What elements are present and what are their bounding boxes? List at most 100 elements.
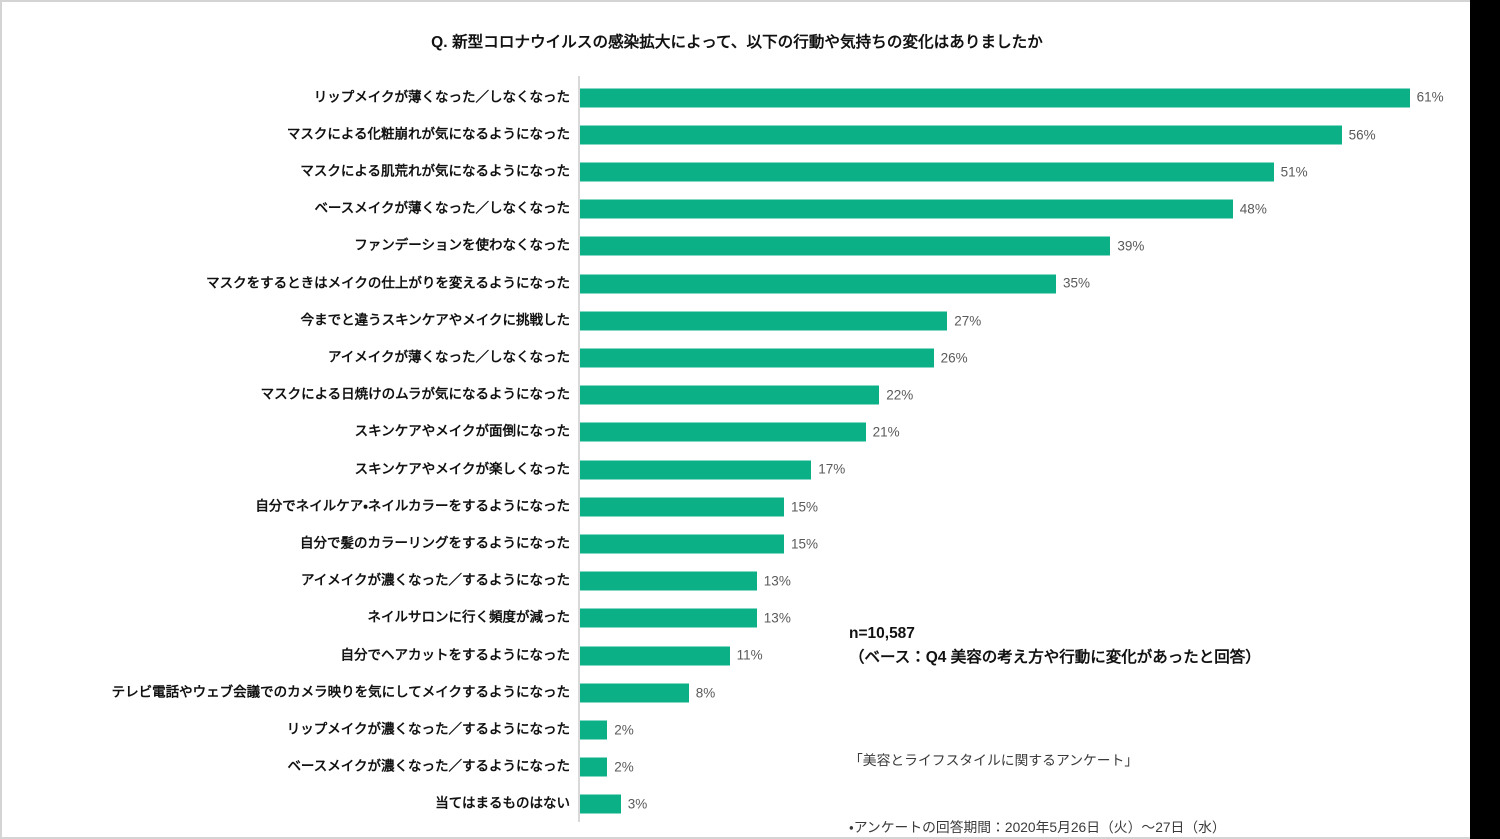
bar-value-label: 3% (627, 796, 648, 812)
bar-value-label: 39% (1117, 238, 1145, 254)
bar-row: 今までと違うスキンケアやメイクに挑戦した 27% (2, 302, 1472, 339)
category-label: マスクによる日焼けのムラが気になるようになった (260, 386, 570, 402)
bar-value-label: 2% (614, 722, 634, 738)
bar-and-value: 61% (580, 88, 1444, 108)
bar-value-label: 56% (1348, 127, 1376, 143)
bar[interactable] (580, 460, 812, 480)
bar-and-value: 2% (580, 720, 634, 740)
base-note: n=10,587 （ベース：Q4 美容の考え方や行動に変化があったと回答） (849, 622, 1261, 670)
bar-row: ファンデーションを使わなくなった 39% (2, 228, 1472, 265)
bar-row: 自分で髪のカラーリングをするようになった 15% (2, 525, 1472, 562)
category-label: アイメイクが薄くなった／しなくなった (327, 349, 570, 365)
bar[interactable] (580, 385, 880, 405)
category-label: リップメイクが薄くなった／しなくなった (313, 89, 570, 105)
bar[interactable] (580, 720, 608, 740)
bar-value-label: 22% (886, 387, 914, 403)
bar-row: スキンケアやメイクが楽しくなった 17% (2, 451, 1472, 488)
bar-value-label: 21% (872, 424, 900, 440)
bar[interactable] (580, 794, 621, 814)
category-label: ネイルサロンに行く頻度が減った (367, 609, 571, 625)
bar-row: スキンケアやメイクが面倒になった 21% (2, 414, 1472, 451)
category-label: 自分でヘアカットをするようになった (340, 647, 571, 663)
bar[interactable] (580, 571, 757, 591)
bar-row: テレビ電話やウェブ会議でのカメラ映りを気にしてメイクするようになった 8% (2, 674, 1472, 711)
bar-row: 自分でヘアカットをするようになった 11% (2, 637, 1472, 674)
category-label: 自分でネイルケア・ネイルカラーをするようになった (255, 498, 570, 514)
bar-and-value: 13% (580, 608, 791, 628)
category-label: マスクによる化粧崩れが気になるようになった (286, 126, 570, 142)
category-label: ベースメイクが濃くなった／するようになった (287, 758, 570, 774)
bar[interactable] (580, 125, 1342, 145)
bar-and-value: 17% (580, 460, 845, 480)
bar-value-label: 13% (763, 610, 791, 626)
bar-and-value: 26% (580, 348, 968, 368)
bar[interactable] (580, 274, 1056, 294)
bar-value-label: 51% (1280, 164, 1308, 180)
bar-value-label: 2% (614, 759, 634, 775)
category-label: マスクをするときはメイクの仕上がりを変えるようになった (206, 275, 570, 291)
bar-and-value: 51% (580, 162, 1308, 182)
y-axis-line (578, 76, 580, 822)
bar-row: マスクによる肌荒れが気になるようになった 51% (2, 153, 1472, 190)
category-label: 今までと違うスキンケアやメイクに挑戦した (300, 312, 570, 328)
bar[interactable] (580, 162, 1274, 182)
bar-value-label: 26% (940, 350, 968, 366)
bar-and-value: 35% (580, 274, 1091, 294)
bar[interactable] (580, 236, 1111, 256)
bar-row: マスクによる化粧崩れが気になるようになった 56% (2, 116, 1472, 153)
bar-value-label: 61% (1416, 89, 1444, 105)
bar-row: ベースメイクが薄くなった／しなくなった 48% (2, 191, 1472, 228)
bar[interactable] (580, 422, 866, 442)
source-note: 「美容とライフスタイルに関するアンケート」 ・アンケートの回答期間：2020年5… (849, 705, 1337, 839)
bar-and-value: 13% (580, 571, 791, 591)
category-label: リップメイクが濃くなった／するようになった (286, 721, 570, 737)
category-label: マスクによる肌荒れが気になるようになった (300, 163, 570, 179)
source-line: ・アンケートの回答期間：2020年5月26日（火）〜27日（水） (849, 819, 1226, 835)
bar-row: 当てはまるものはない 3% (2, 786, 1472, 823)
source-lines: ・アンケートの回答期間：2020年5月26日（火）〜27日（水）・n=10,95… (849, 817, 1337, 839)
bar-and-value: 2% (580, 757, 634, 777)
bar-row: マスクをするときはメイクの仕上がりを変えるようになった 35% (2, 265, 1472, 302)
bar-value-label: 15% (791, 536, 819, 552)
category-label: 自分で髪のカラーリングをするようになった (300, 535, 570, 551)
bar-and-value: 56% (580, 125, 1376, 145)
bar[interactable] (580, 497, 784, 517)
source-title: 「美容とライフスタイルに関するアンケート」 (849, 752, 1139, 768)
bar-row: リップメイクが薄くなった／しなくなった 61% (2, 79, 1472, 116)
base-n-value: n=10,587 (849, 625, 915, 642)
bar-row: ベースメイクが濃くなった／するようになった 2% (2, 749, 1472, 786)
bar[interactable] (580, 683, 689, 703)
bar-row: アイメイクが濃くなった／するようになった 13% (2, 563, 1472, 600)
bar-and-value: 3% (580, 794, 648, 814)
bar[interactable] (580, 534, 784, 554)
bar-and-value: 8% (580, 683, 715, 703)
bar[interactable] (580, 199, 1233, 219)
bar-and-value: 11% (580, 646, 763, 666)
right-black-band (1470, 0, 1500, 839)
base-description: （ベース：Q4 美容の考え方や行動に変化があったと回答） (849, 649, 1261, 667)
bar[interactable] (580, 608, 757, 628)
bar-value-label: 48% (1239, 201, 1267, 217)
bar-value-label: 13% (763, 573, 791, 589)
bar-value-label: 15% (791, 499, 819, 515)
bar[interactable] (580, 348, 934, 368)
plot-area: リップメイクが薄くなった／しなくなった 61% マスクによる化粧崩れが気になるように… (2, 76, 1472, 824)
bar-and-value: 21% (580, 422, 900, 442)
category-label: ベースメイクが薄くなった／しなくなった (314, 200, 570, 216)
bar[interactable] (580, 757, 608, 777)
bar[interactable] (580, 311, 948, 331)
bar-row: ネイルサロンに行く頻度が減った 13% (2, 600, 1472, 637)
category-label: テレビ電話やウェブ会議でのカメラ映りを気にしてメイクするようになった (111, 684, 570, 700)
bar-row: リップメイクが濃くなった／するようになった 2% (2, 711, 1472, 748)
bar-and-value: 15% (580, 534, 819, 554)
bar-value-label: 11% (736, 647, 763, 663)
bar-value-label: 35% (1063, 275, 1091, 291)
bar-row: アイメイクが薄くなった／しなくなった 26% (2, 339, 1472, 376)
category-label: ファンデーションを使わなくなった (354, 237, 570, 253)
bar[interactable] (580, 88, 1410, 108)
category-label: 当てはまるものはない (435, 795, 570, 811)
bar-and-value: 39% (580, 236, 1145, 256)
bar[interactable] (580, 646, 730, 666)
bar-and-value: 15% (580, 497, 819, 517)
